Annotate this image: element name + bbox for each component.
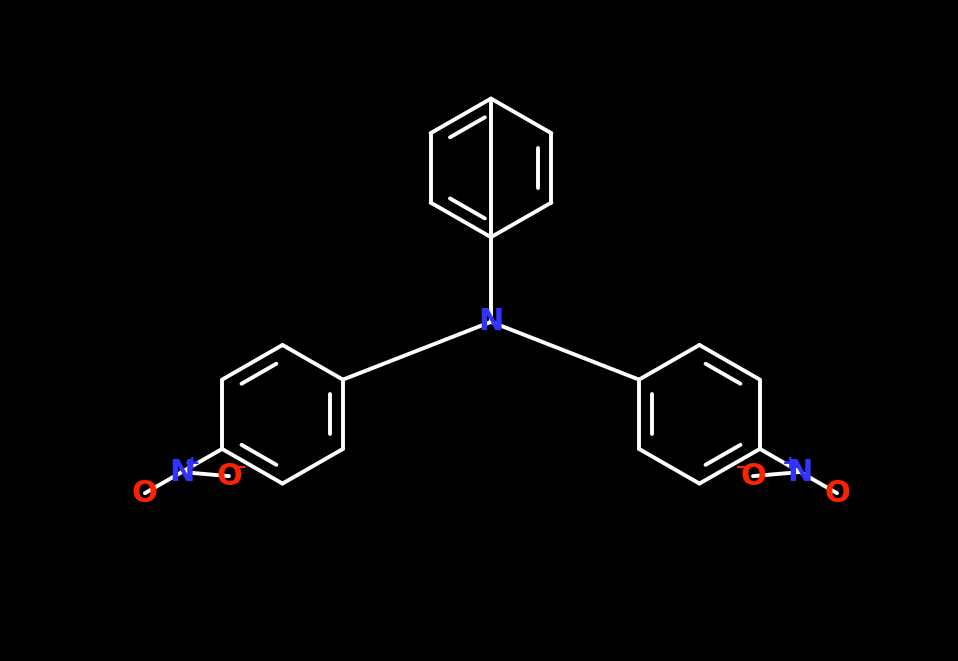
Text: N: N [787,457,812,486]
Text: N: N [478,307,504,336]
Text: O: O [216,461,241,490]
Text: N: N [170,457,194,486]
Text: O: O [132,479,158,508]
Text: +: + [782,454,798,473]
Text: O: O [741,461,766,490]
Text: +: + [184,454,200,473]
Text: −: − [735,458,751,477]
Text: O: O [824,479,850,508]
Text: −: − [231,458,247,477]
